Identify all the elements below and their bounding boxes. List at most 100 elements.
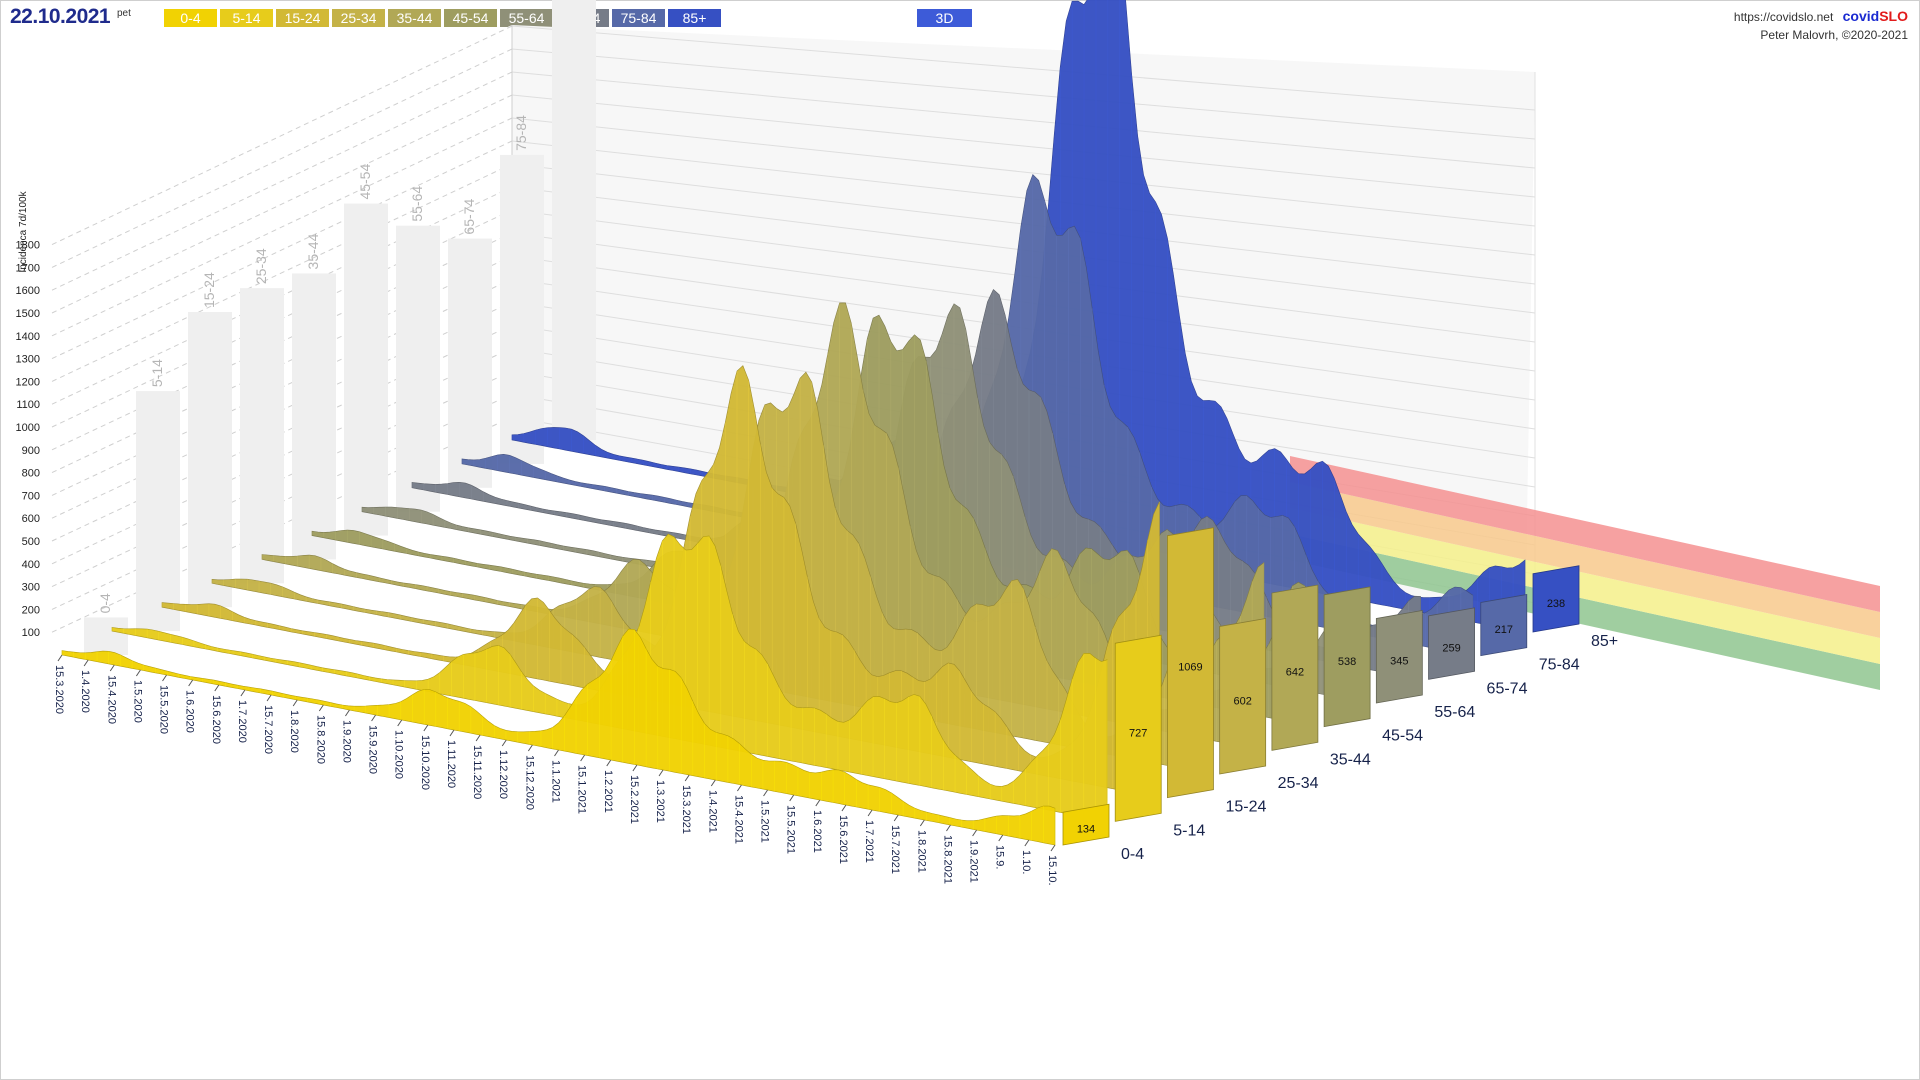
x-tick-mark [867, 809, 873, 817]
x-tick-label: 1.9.2021 [968, 840, 980, 883]
x-tick-mark [1024, 839, 1030, 847]
last-value-column [1480, 594, 1528, 657]
y-tick-label: 1000 [16, 422, 40, 434]
x-tick-label: 1.5.2020 [131, 680, 143, 723]
y-tick-label: 300 [22, 582, 40, 594]
x-tick-mark [318, 704, 324, 712]
x-tick-mark [188, 679, 194, 687]
grid-line-back [511, 117, 1536, 227]
x-tick-mark [789, 794, 795, 802]
y-tick-label: 1300 [16, 354, 40, 366]
last-value-column [1428, 607, 1475, 680]
x-tick-mark [658, 769, 664, 777]
grid-line-back [511, 48, 1536, 140]
y-tick-label: 1400 [16, 331, 40, 343]
brand-logo: covidSLO [1843, 8, 1908, 24]
x-tick-mark [919, 819, 925, 827]
site-url[interactable]: https://covidslo.net [1733, 10, 1834, 24]
x-tick-mark [841, 804, 847, 812]
legend-button-25-34[interactable]: 25-34 [332, 9, 385, 27]
slab-age-label: 35-44 [305, 233, 321, 269]
x-tick-label: 15.4.2021 [732, 795, 744, 844]
x-tick-mark [580, 754, 586, 762]
x-tick-label: 15.3.2021 [680, 785, 692, 834]
x-tick-mark [475, 734, 481, 742]
last-value-column [1114, 634, 1162, 822]
x-tick-label: 1.8.2021 [915, 830, 927, 873]
x-tick-mark [501, 739, 507, 747]
day-of-week-label: pet [117, 8, 131, 19]
age-axis-label: 85+ [1591, 633, 1618, 650]
age-axis-label: 45-54 [1382, 728, 1423, 745]
x-tick-label: 15.4.2020 [105, 675, 117, 724]
x-tick-mark [946, 824, 951, 832]
3d-mode-button[interactable]: 3D [917, 9, 972, 27]
grid-line-left [51, 94, 513, 314]
x-tick-mark [554, 749, 559, 757]
x-tick-label: 15.9. [994, 845, 1006, 869]
x-tick-label: 15.3.2020 [53, 665, 65, 714]
total-slab [396, 225, 440, 512]
legend-button-35-44[interactable]: 35-44 [388, 9, 441, 27]
x-tick-mark [815, 799, 821, 807]
x-tick-mark [606, 759, 612, 767]
total-slab [344, 203, 388, 536]
legend-button-0-4[interactable]: 0-4 [164, 9, 217, 27]
x-tick-mark [162, 674, 167, 682]
y-tick-label: 700 [22, 490, 40, 502]
x-tick-label: 15.12.2020 [523, 755, 535, 810]
total-slab [448, 238, 492, 488]
last-value-label: 727 [1129, 727, 1147, 739]
x-tick-label: 1.6.2020 [184, 690, 196, 733]
x-tick-label: 15.5.2021 [785, 805, 797, 854]
x-tick-label: 15.8.2020 [314, 715, 326, 764]
grid-line-left [51, 25, 513, 246]
x-tick-label: 1.5.2021 [759, 800, 771, 843]
x-tick-mark [527, 744, 533, 752]
y-tick-label: 900 [22, 445, 40, 457]
grid-line-back [511, 71, 1536, 169]
x-tick-mark [710, 779, 716, 787]
grid-line-back [511, 140, 1536, 256]
series-surface-0-4 [61, 628, 1056, 846]
last-value-label: 217 [1495, 624, 1513, 636]
y-tick-label: 100 [22, 627, 40, 639]
last-value-column [1219, 618, 1267, 775]
legend-button-55-64[interactable]: 55-64 [500, 9, 553, 27]
date-label: 22.10.2021 [10, 5, 111, 28]
grid-line-back [511, 25, 1536, 111]
x-tick-label: 1.8.2020 [288, 710, 300, 753]
y-tick-label: 1100 [16, 399, 40, 411]
legend-button-75-84[interactable]: 75-84 [612, 9, 665, 27]
total-slab [552, 0, 596, 440]
x-tick-mark [893, 814, 899, 822]
slab-age-label: 65-74 [461, 199, 477, 235]
legend-button-5-14[interactable]: 5-14 [220, 9, 273, 27]
age-axis-label: 15-24 [1225, 799, 1266, 816]
y-tick-label: 1700 [16, 262, 40, 274]
legend-button-15-24[interactable]: 15-24 [276, 9, 329, 27]
x-tick-label: 15.6.2020 [210, 695, 222, 744]
legend-button-85plus[interactable]: 85+ [668, 9, 721, 27]
x-tick-label: 1.7.2020 [236, 700, 248, 743]
legend-button-45-54[interactable]: 45-54 [444, 9, 497, 27]
x-tick-mark [57, 654, 63, 662]
age-axis-label: 55-64 [1434, 704, 1475, 721]
last-value-column [1375, 609, 1423, 704]
age-axis-label: 0-4 [1121, 846, 1144, 863]
slab-age-label: 15-24 [201, 272, 217, 308]
x-tick-label: 15.9.2020 [367, 725, 379, 774]
grid-line-left [51, 71, 513, 291]
x-tick-label: 15.7.2021 [889, 825, 901, 874]
grid-line-left [51, 117, 513, 337]
y-tick-label: 500 [22, 536, 40, 548]
age-axis-label: 5-14 [1173, 822, 1205, 839]
last-value-column [1271, 584, 1319, 751]
last-value-label: 538 [1338, 656, 1356, 668]
last-value-column [1167, 527, 1214, 799]
chart-body: 100 200 300 400 500 600 700 800 900 1000 1100 1200 1… [16, 0, 1880, 886]
brand-name-part-1: covid [1842, 8, 1880, 24]
grid-line-left [51, 140, 513, 360]
x-tick-label: 1.1.2021 [550, 760, 562, 803]
slab-age-label: 0-4 [97, 593, 113, 613]
